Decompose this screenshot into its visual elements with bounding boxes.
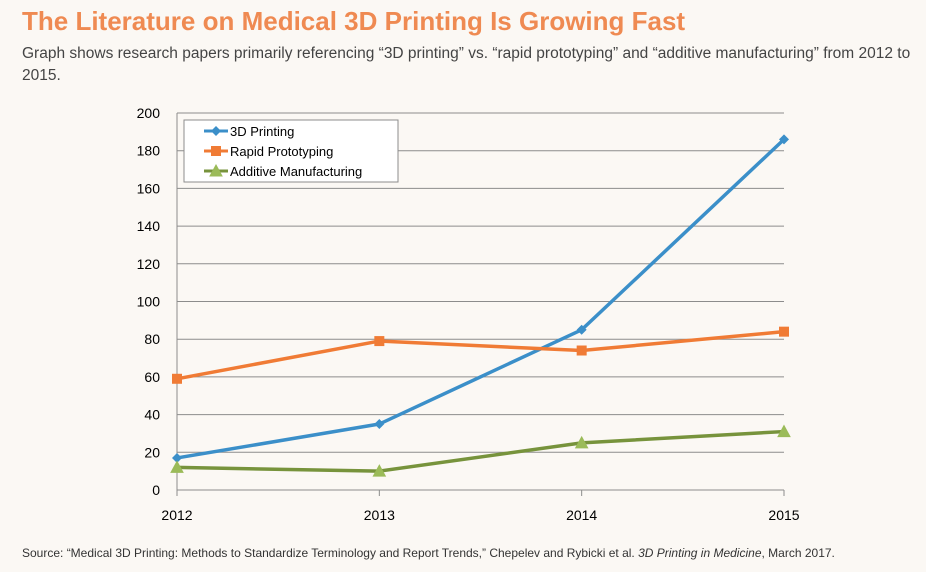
series-1-point [779, 134, 789, 145]
y-tick-label: 160 [137, 180, 161, 196]
series-2-point [374, 336, 385, 347]
y-tick-label: 180 [137, 143, 161, 159]
source-suffix: , March 2017. [761, 546, 835, 560]
chart-subtitle: Graph shows research papers primarily re… [22, 45, 911, 84]
series-3-point [574, 435, 589, 449]
x-tick-label: 2013 [364, 507, 395, 523]
x-tick-label: 2012 [161, 507, 192, 523]
y-tick-label: 120 [137, 256, 161, 272]
series-line-3 [176, 429, 785, 473]
y-tick-label: 200 [137, 105, 161, 121]
series-2-point [576, 345, 587, 356]
y-tick-label: 80 [144, 331, 160, 347]
y-tick-label: 40 [144, 407, 160, 423]
source-journal: 3D Printing in Medicine [638, 546, 762, 560]
series-2-point [172, 373, 182, 384]
series-1-point [172, 452, 182, 463]
series-2-point [779, 326, 789, 337]
legend-label: 3D Printing [230, 124, 294, 139]
source-note: Source: “Medical 3D Printing: Methods to… [22, 546, 835, 560]
legend-marker [209, 163, 223, 177]
chart-title: The Literature on Medical 3D Printing Is… [22, 6, 686, 36]
series-3-point [777, 424, 791, 438]
y-tick-label: 20 [144, 444, 160, 460]
series-1-point [374, 419, 385, 430]
source-prefix: Source: “Medical 3D Printing: Methods to… [22, 546, 639, 560]
x-tick-label: 2015 [768, 507, 799, 523]
series-line-2 [176, 329, 785, 381]
series-1-point [576, 324, 587, 335]
legend-marker [211, 146, 221, 156]
series-3-point [170, 460, 184, 473]
series-3-point [372, 464, 387, 477]
legend-label: Rapid Prototyping [230, 144, 333, 159]
x-tick-label: 2014 [566, 507, 597, 523]
y-tick-label: 100 [137, 294, 161, 310]
legend-label: Additive Manufacturing [230, 164, 362, 179]
y-tick-label: 0 [152, 482, 160, 498]
legend-marker [211, 126, 221, 136]
y-tick-label: 140 [137, 218, 161, 234]
y-tick-label: 60 [144, 369, 160, 385]
series-line-1 [176, 138, 786, 460]
